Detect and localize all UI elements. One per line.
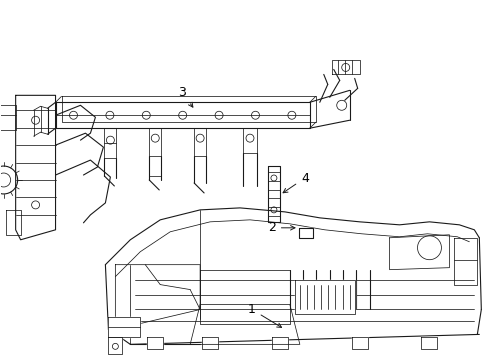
Polygon shape [331, 60, 359, 75]
Text: 4: 4 [283, 171, 308, 193]
Text: 1: 1 [247, 303, 281, 328]
Polygon shape [421, 337, 437, 349]
Polygon shape [108, 318, 140, 337]
Polygon shape [267, 166, 279, 222]
Polygon shape [194, 128, 205, 156]
Polygon shape [16, 95, 56, 240]
Polygon shape [147, 337, 163, 349]
Polygon shape [6, 210, 20, 235]
Polygon shape [298, 228, 312, 238]
Polygon shape [243, 128, 256, 153]
Polygon shape [294, 280, 354, 315]
Polygon shape [271, 337, 287, 349]
Polygon shape [0, 105, 16, 130]
Text: 2: 2 [267, 221, 294, 234]
Polygon shape [202, 337, 218, 349]
Polygon shape [351, 337, 367, 349]
Polygon shape [104, 128, 116, 158]
Polygon shape [108, 337, 122, 354]
Polygon shape [56, 102, 309, 128]
Polygon shape [149, 128, 161, 156]
Text: 3: 3 [178, 86, 192, 107]
